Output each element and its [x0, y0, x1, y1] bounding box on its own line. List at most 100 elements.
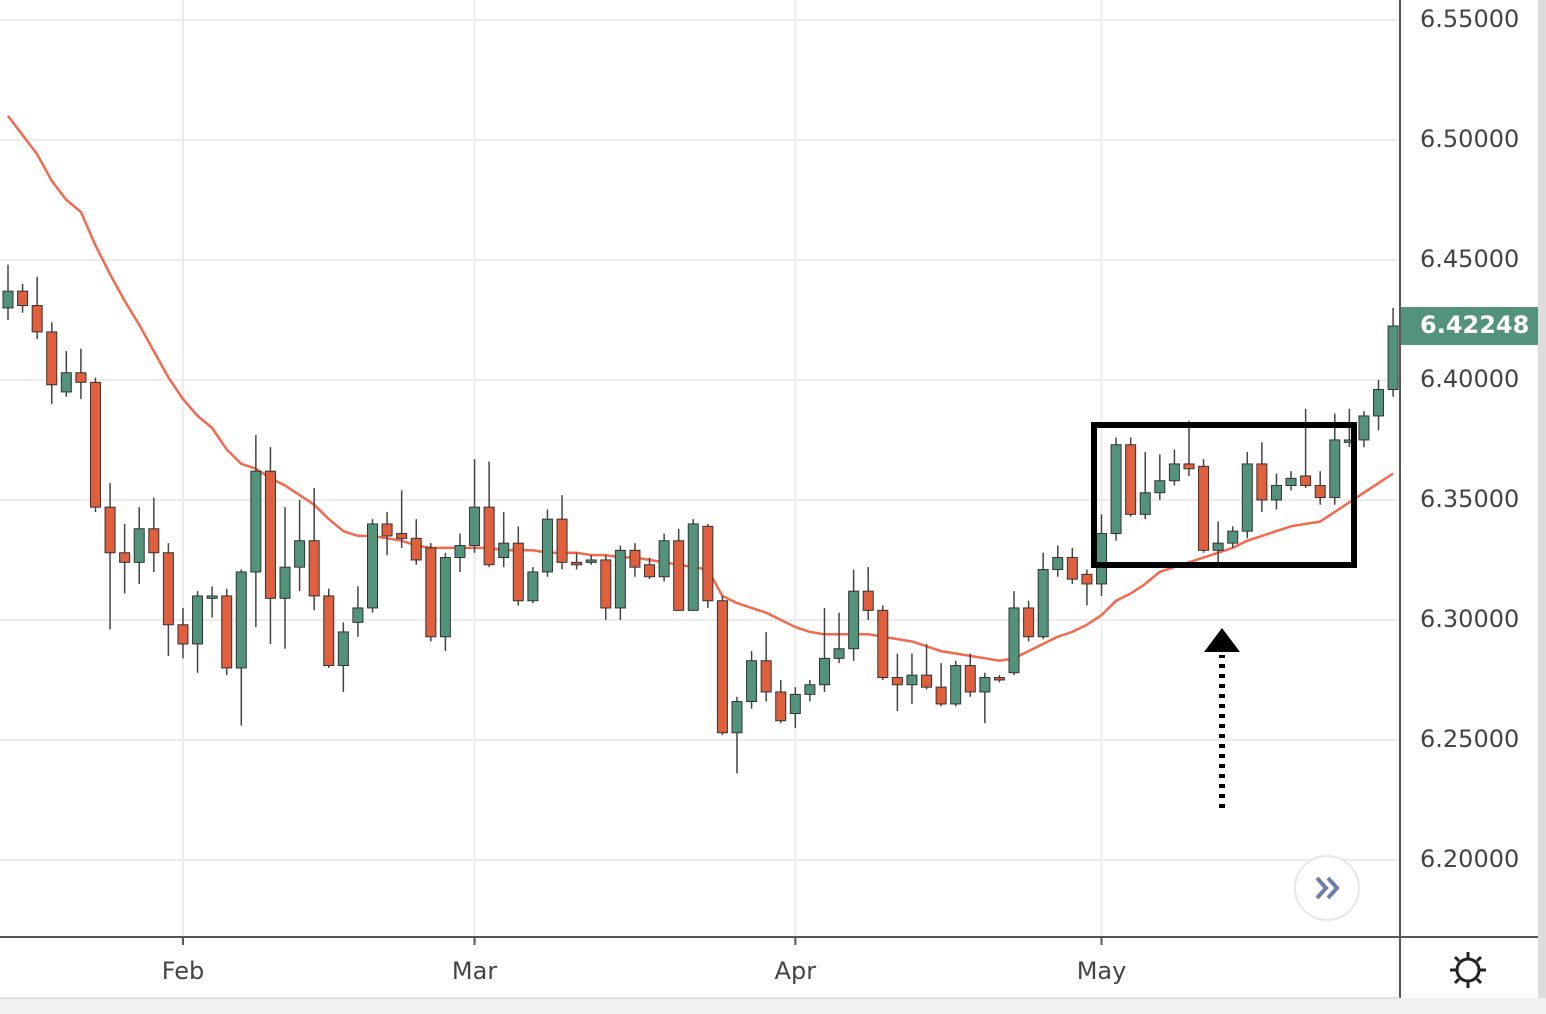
candle-body — [760, 660, 772, 693]
gear-teeth — [1450, 952, 1486, 988]
candle-body — [964, 665, 976, 693]
candle-body — [1081, 573, 1093, 585]
x-tick-label: Mar — [452, 957, 497, 985]
candle-body — [541, 518, 553, 573]
candle-body — [658, 540, 670, 578]
candle-body — [891, 677, 903, 686]
candle-body — [775, 691, 787, 722]
candle-body — [687, 523, 699, 611]
candle-body — [556, 518, 568, 563]
candle-body — [17, 290, 29, 307]
candle-body — [352, 607, 364, 623]
candle-body — [1125, 444, 1137, 515]
candle-body — [469, 506, 481, 547]
candles — [2, 264, 1399, 774]
candle-body — [162, 552, 174, 626]
y-tick-label: 6.45000 — [1420, 245, 1519, 273]
candle-body — [877, 609, 889, 679]
candle-body — [133, 528, 145, 563]
candle-body — [921, 674, 933, 688]
y-tick-label: 6.40000 — [1420, 365, 1519, 393]
candle-body — [104, 506, 116, 554]
candle-body — [789, 693, 801, 715]
edge — [0, 998, 1546, 1014]
candle-body — [75, 372, 87, 383]
settings-button[interactable] — [1450, 952, 1486, 988]
moving-average — [7, 115, 1394, 662]
y-tick-label: 6.55000 — [1420, 5, 1519, 33]
last-price-bg — [1401, 306, 1538, 345]
edge — [1538, 0, 1546, 1014]
x-tick-label: May — [1077, 957, 1127, 985]
candle-body — [512, 542, 524, 602]
candle-body — [629, 549, 641, 568]
candle-body — [381, 523, 393, 537]
candle-body — [1037, 569, 1049, 638]
y-tick-label: 6.20000 — [1420, 845, 1519, 873]
candle-body — [31, 305, 43, 333]
gear-icon — [1455, 957, 1481, 983]
candle-body — [323, 595, 335, 667]
candle-body — [119, 552, 131, 563]
candle-body — [1329, 439, 1341, 499]
candle-body — [1154, 480, 1166, 494]
candle-body — [177, 624, 189, 645]
last-price-label: 6.42248 — [1420, 311, 1529, 339]
candle-body — [192, 595, 204, 645]
candle-body — [483, 506, 495, 566]
candle-body — [367, 523, 378, 609]
candle-body — [527, 571, 539, 602]
candle-body — [2, 290, 14, 309]
candle-body — [906, 674, 918, 686]
y-tick-label: 6.25000 — [1420, 725, 1519, 753]
candle-body — [1066, 557, 1078, 580]
candle-body — [410, 537, 422, 561]
highlight-box — [1091, 422, 1357, 568]
candle-body — [1241, 463, 1253, 532]
candle-body — [235, 571, 247, 669]
y-tick-label: 6.30000 — [1420, 605, 1519, 633]
candle-body — [731, 701, 743, 734]
y-tick-label: 6.50000 — [1420, 125, 1519, 153]
arrow-head — [1204, 628, 1240, 652]
candle-body — [804, 684, 816, 695]
candle-body — [1373, 389, 1385, 417]
y-tick-label: 6.35000 — [1420, 485, 1519, 513]
candle-body — [585, 559, 597, 563]
candle-body — [294, 540, 306, 568]
scroll-button[interactable] — [1294, 855, 1360, 921]
candle-body — [1023, 607, 1035, 638]
x-tick-label: Apr — [775, 957, 817, 985]
candle-body — [979, 677, 991, 693]
candle-body — [60, 372, 72, 393]
candle-body — [221, 595, 233, 669]
ma-line — [7, 115, 1394, 662]
candle-body — [498, 542, 510, 559]
candle-body — [264, 470, 276, 599]
candle-body — [833, 648, 845, 659]
candle-body — [46, 331, 58, 386]
candle-body — [746, 660, 758, 703]
candle-body — [337, 631, 349, 667]
x-tick-label: Feb — [162, 957, 205, 985]
candle-body — [1358, 415, 1370, 441]
candle-body — [1212, 542, 1224, 551]
candle-body — [848, 590, 860, 650]
candle-body — [454, 545, 466, 559]
candle-body — [1052, 557, 1064, 571]
candle-body — [1198, 465, 1210, 551]
candle-body — [1139, 492, 1151, 515]
candle-body — [702, 525, 714, 602]
candle-body — [1096, 533, 1107, 585]
candle-body — [1008, 607, 1020, 674]
candle-body — [425, 547, 437, 638]
scroll-icon — [1315, 876, 1340, 900]
candle-body — [89, 381, 101, 508]
candle-body — [1256, 463, 1268, 501]
candle-body — [673, 540, 685, 611]
candle-body — [935, 686, 947, 705]
candle-body — [644, 564, 656, 578]
candle-body — [1110, 444, 1122, 535]
